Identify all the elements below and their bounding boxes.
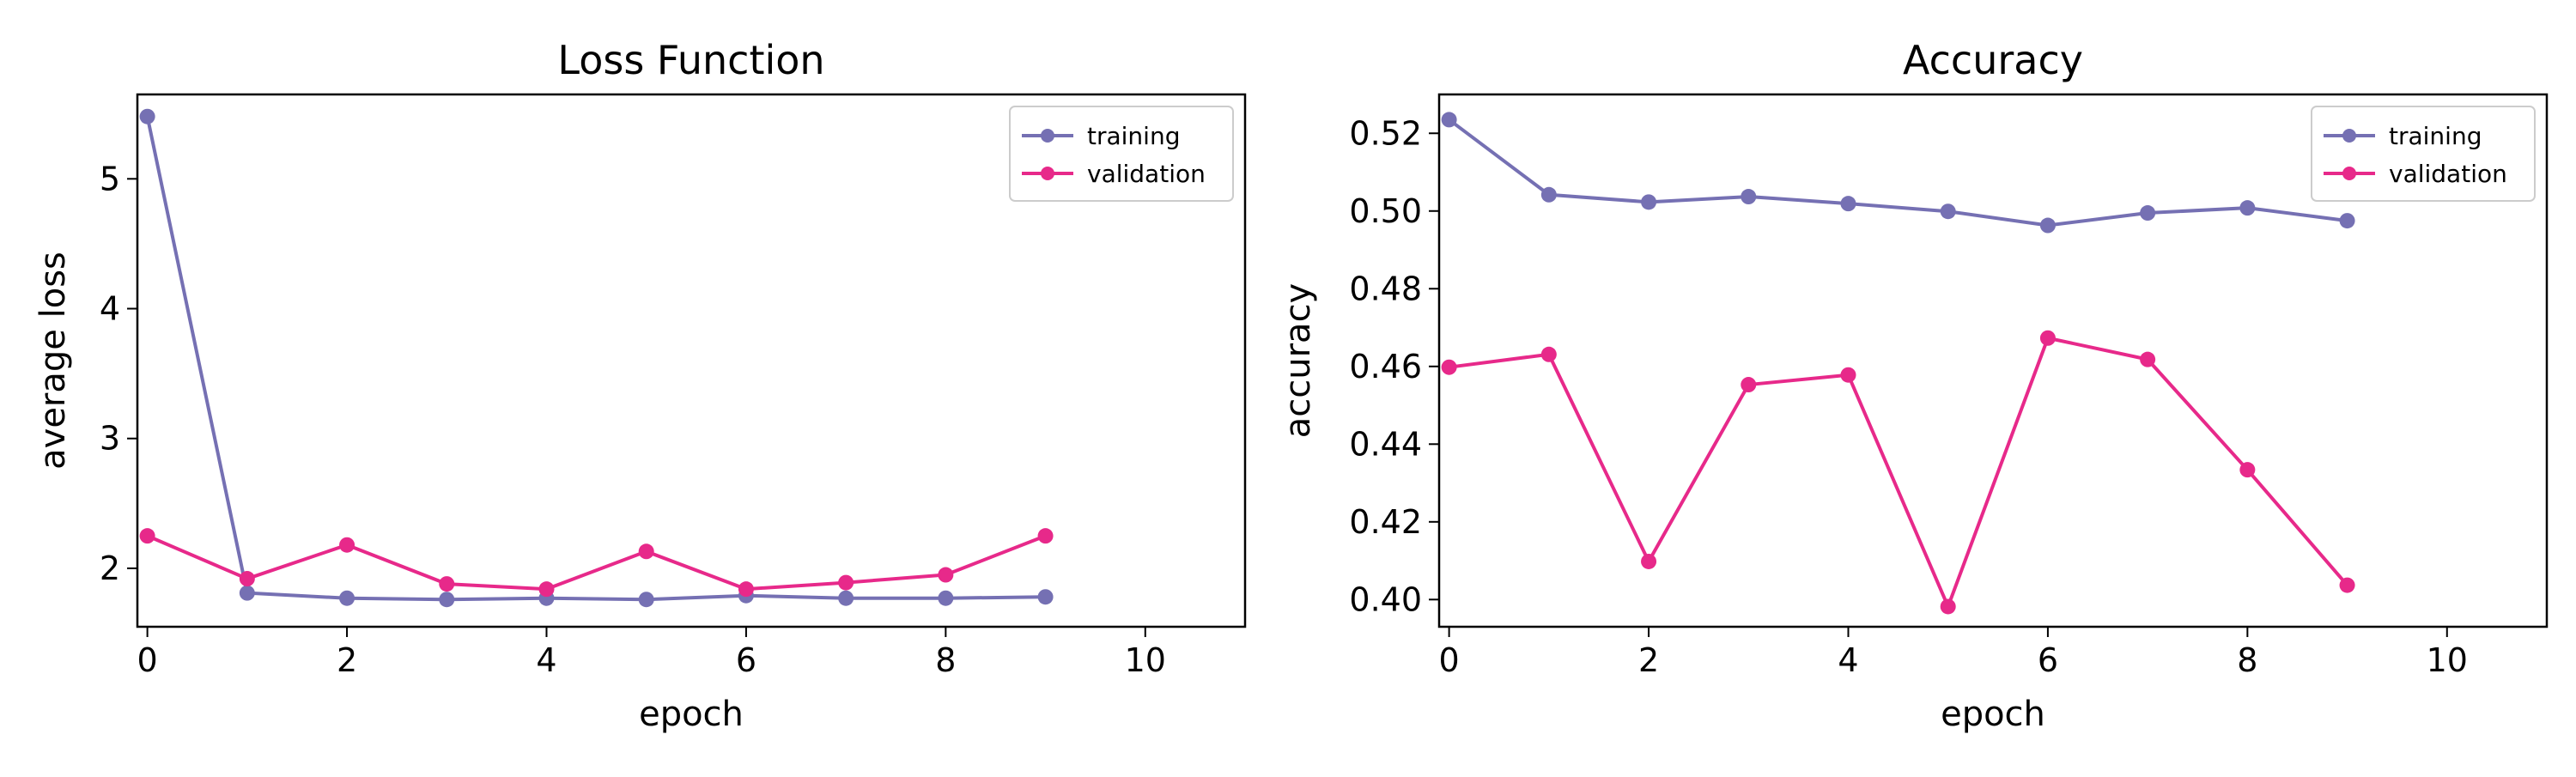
series-line-validation xyxy=(1449,336,2349,609)
legend-label-validation: validation xyxy=(1087,160,1206,188)
data-point-validation xyxy=(2239,462,2256,478)
data-point-validation xyxy=(2039,330,2056,346)
data-point-training xyxy=(2239,200,2256,216)
data-point-training xyxy=(1641,194,1657,210)
series-line-training xyxy=(1448,118,2348,228)
legend-label-training: training xyxy=(2389,122,2482,150)
data-point-training xyxy=(1940,203,1956,220)
data-point-validation xyxy=(838,574,854,591)
data-point-validation xyxy=(1441,359,1457,375)
data-point-training xyxy=(1540,186,1557,203)
y-tick-label: 0.52 xyxy=(1349,114,1422,152)
y-axis-label: average loss xyxy=(33,252,73,470)
x-tick-label: 4 xyxy=(536,641,556,679)
data-point-training xyxy=(1741,189,1757,205)
data-point-validation xyxy=(2339,577,2355,593)
data-point-validation xyxy=(339,537,355,553)
y-tick-label: 0.40 xyxy=(1349,580,1422,618)
x-tick-label: 6 xyxy=(2038,641,2058,679)
y-tick-label: 0.50 xyxy=(1349,192,1422,230)
data-point-training xyxy=(1840,196,1856,212)
x-tick-label: 6 xyxy=(736,641,756,679)
x-tick-label: 2 xyxy=(1638,641,1659,679)
x-axis-label: epoch xyxy=(1941,695,2045,734)
series-line-training xyxy=(145,116,1046,602)
x-axis-label: epoch xyxy=(639,695,744,734)
plot-frame xyxy=(1437,93,2549,628)
x-tick-label: 8 xyxy=(935,641,956,679)
y-tick-label: 0.44 xyxy=(1349,425,1422,463)
data-point-validation xyxy=(1037,528,1054,544)
legend-label-training: training xyxy=(1087,122,1180,150)
x-tick-label: 2 xyxy=(337,641,357,679)
data-point-training xyxy=(638,592,654,608)
x-tick-label: 10 xyxy=(1125,641,1166,679)
data-point-validation xyxy=(1741,377,1757,393)
y-tick-label: 0.46 xyxy=(1349,348,1422,385)
data-point-validation xyxy=(638,543,654,560)
y-tick-label: 4 xyxy=(100,290,120,328)
data-point-validation xyxy=(1641,553,1657,569)
x-tick-label: 4 xyxy=(1838,641,1858,679)
data-point-training xyxy=(339,590,355,606)
legend: training validation xyxy=(2311,106,2536,202)
data-point-training xyxy=(2039,217,2056,234)
data-point-validation xyxy=(239,571,255,587)
y-tick-label: 5 xyxy=(100,160,120,197)
data-point-training xyxy=(938,590,954,606)
y-tick-label: 3 xyxy=(100,420,120,458)
data-point-validation xyxy=(538,581,555,598)
series-line-validation xyxy=(146,534,1047,592)
chart-panel-2: Accuracy 0 2 4 6 8 10 0.40 0.42 0.44 0.46 0.48 0.50 0… xyxy=(1279,37,2549,734)
data-point-training xyxy=(838,590,854,606)
chart-panel-1: Loss Function 0 2 4 6 8 10 2 3 4 5 epoch average los… xyxy=(33,37,1247,734)
data-point-training xyxy=(2339,213,2355,229)
data-point-validation xyxy=(1840,367,1856,383)
y-tick-label: 2 xyxy=(100,549,120,587)
legend-marker-training xyxy=(1041,129,1054,143)
legend-box xyxy=(2311,106,2536,202)
x-tick-label: 10 xyxy=(2427,641,2468,679)
x-tick-label: 0 xyxy=(1439,641,1460,679)
chart-title: Loss Function xyxy=(557,37,824,83)
data-point-validation xyxy=(2140,351,2156,367)
data-point-validation xyxy=(1940,598,1956,615)
data-point-training xyxy=(2140,205,2156,222)
legend-marker-validation xyxy=(1041,167,1054,180)
legend-label-validation: validation xyxy=(2389,160,2507,188)
legend: training validation xyxy=(1009,106,1234,202)
chart-title: Accuracy xyxy=(1903,37,2083,83)
data-point-training xyxy=(139,108,155,124)
y-tick-label: 0.42 xyxy=(1349,503,1422,541)
x-tick-label: 8 xyxy=(2237,641,2257,679)
x-tick-label: 0 xyxy=(137,641,158,679)
data-point-validation xyxy=(938,567,954,583)
data-point-validation xyxy=(1540,346,1557,362)
legend-marker-training xyxy=(2342,129,2356,143)
legend-marker-validation xyxy=(2342,167,2356,180)
data-point-training xyxy=(1441,112,1457,128)
data-point-training xyxy=(1037,589,1054,605)
y-axis-label: accuracy xyxy=(1279,283,1318,438)
y-tick-label: 0.48 xyxy=(1349,270,1422,307)
data-point-validation xyxy=(139,528,155,544)
data-point-training xyxy=(439,592,455,608)
data-point-validation xyxy=(738,581,754,598)
data-point-training xyxy=(239,585,255,601)
data-point-validation xyxy=(439,576,455,592)
legend-box xyxy=(1009,106,1234,202)
plot-frame xyxy=(136,93,1247,628)
